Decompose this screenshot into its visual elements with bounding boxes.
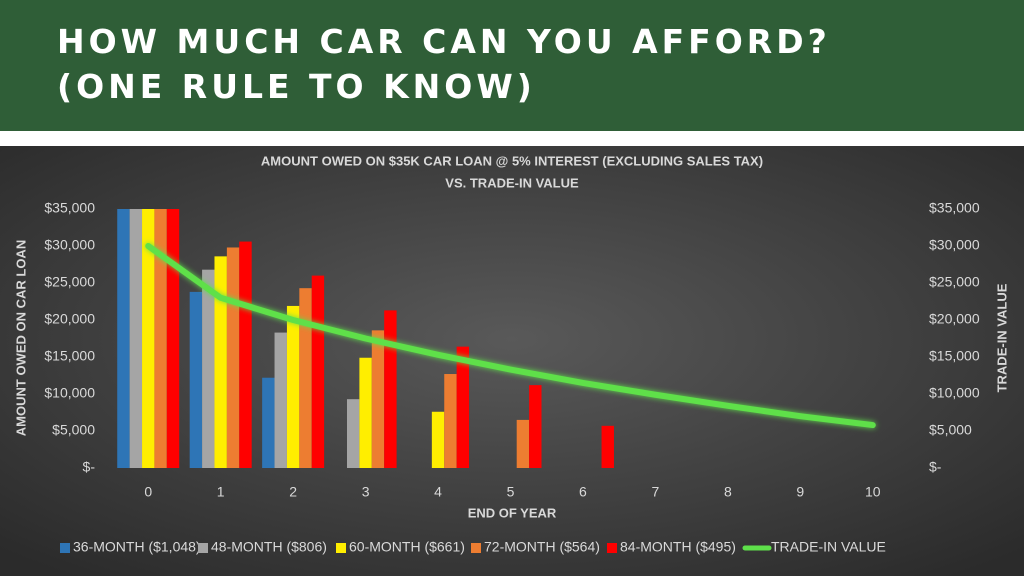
bar [262, 377, 275, 468]
bar [456, 346, 470, 468]
x-tick-label: 3 [362, 484, 370, 500]
bar [299, 288, 312, 468]
bar [226, 247, 240, 468]
x-axis-title: END OF YEAR [468, 505, 557, 520]
y2-tick-label: $30,000 [929, 237, 980, 253]
chart-title: AMOUNT OWED ON $35K CAR LOAN @ 5% INTERE… [261, 153, 763, 168]
x-tick-label: 6 [579, 484, 587, 500]
y2-tick-label: $35,000 [929, 200, 980, 216]
bar [214, 256, 227, 468]
x-tick-label: 4 [434, 484, 442, 500]
legend-label: TRADE-IN VALUE [771, 539, 886, 555]
legend-label: 84-MONTH ($495) [620, 539, 736, 555]
x-tick-label: 2 [289, 484, 297, 500]
legend-swatch [336, 543, 346, 553]
legend-label: 36-MONTH ($1,048) [73, 539, 201, 555]
header-title: (ONE RULE TO KNOW) [57, 67, 536, 106]
y2-tick-label: $25,000 [929, 274, 980, 290]
bar [166, 209, 180, 468]
chart: AMOUNT OWED ON $35K CAR LOAN @ 5% INTERE… [0, 146, 1024, 576]
legend-label: 60-MONTH ($661) [349, 539, 465, 555]
bar [359, 357, 372, 468]
legend-swatch [471, 543, 481, 553]
y-tick-label: $25,000 [44, 274, 95, 290]
bar [117, 209, 130, 468]
y-tick-label: $15,000 [44, 348, 95, 364]
legend-swatch [198, 543, 208, 553]
y2-tick-label: $- [929, 459, 942, 475]
bar [239, 241, 252, 468]
y-axis-title: AMOUNT OWED ON CAR LOAN [13, 240, 28, 436]
bar [371, 330, 385, 468]
bar [529, 385, 542, 468]
trade-in-line [145, 243, 876, 429]
bar [384, 310, 397, 468]
header: HOW MUCH CAR CAN YOU AFFORD? (ONE RULE T… [0, 0, 1024, 131]
header-title: HOW MUCH CAR CAN YOU AFFORD? [57, 22, 831, 61]
y2-tick-label: $10,000 [929, 385, 980, 401]
x-tick-label: 0 [144, 484, 152, 500]
bar [286, 305, 300, 468]
bar [142, 209, 155, 468]
x-tick-label: 1 [217, 484, 225, 500]
bar [274, 332, 287, 468]
bar [129, 209, 143, 468]
x-tick-label: 7 [652, 484, 660, 500]
x-tick-label: 9 [796, 484, 804, 500]
chart-subtitle: VS. TRADE-IN VALUE [445, 175, 579, 190]
bar [516, 419, 530, 468]
legend-label: 72-MONTH ($564) [484, 539, 600, 555]
legend-swatch [607, 543, 617, 553]
bar [346, 399, 360, 468]
bar [154, 209, 167, 468]
legend-swatch [60, 543, 70, 553]
y2-tick-label: $5,000 [929, 422, 972, 438]
x-tick-label: 10 [865, 484, 881, 500]
y2-tick-label: $15,000 [929, 348, 980, 364]
bar [444, 374, 457, 468]
legend-label: 48-MONTH ($806) [211, 539, 327, 555]
bar [311, 275, 325, 468]
y-tick-label: $30,000 [44, 237, 95, 253]
y-tick-label: $35,000 [44, 200, 95, 216]
x-tick-label: 5 [507, 484, 515, 500]
y2-axis-title: TRADE-IN VALUE [994, 283, 1009, 392]
bar [189, 291, 203, 468]
y-tick-label: $- [83, 459, 96, 475]
x-tick-label: 8 [724, 484, 732, 500]
y-tick-label: $5,000 [52, 422, 95, 438]
y2-tick-label: $20,000 [929, 311, 980, 327]
y-tick-label: $20,000 [44, 311, 95, 327]
y-tick-label: $10,000 [44, 385, 95, 401]
bar [601, 425, 614, 468]
bar [431, 411, 445, 468]
bar [202, 269, 215, 468]
